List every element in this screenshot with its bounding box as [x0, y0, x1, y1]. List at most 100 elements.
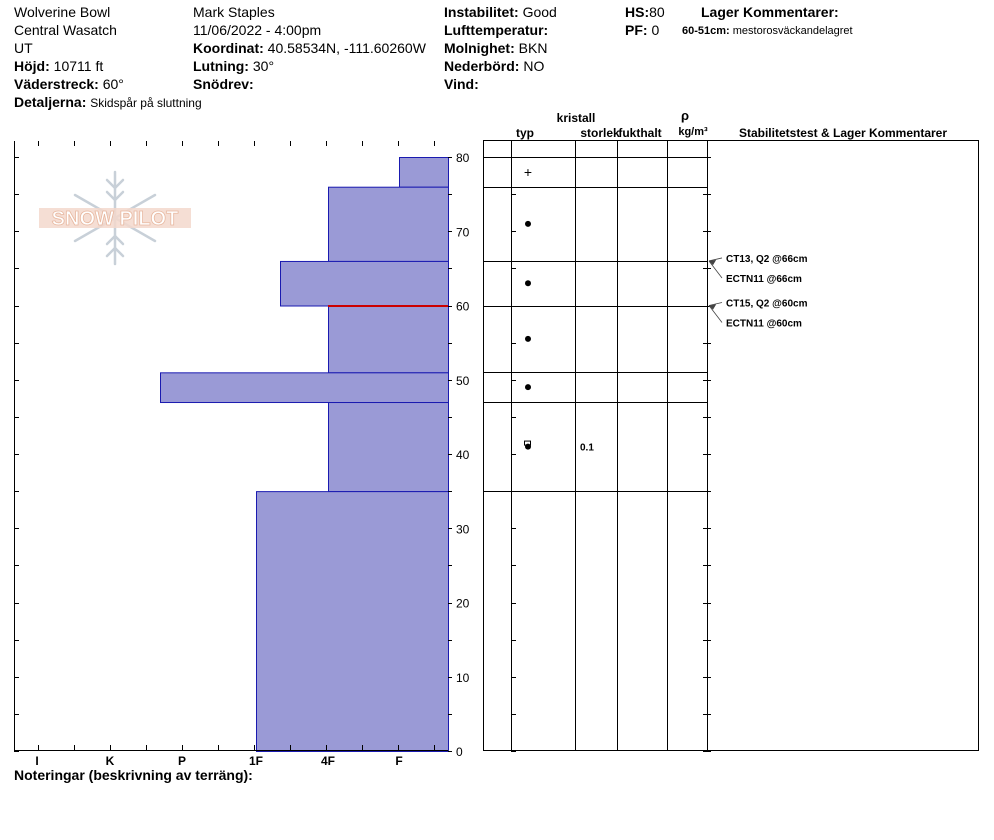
height-tick-label: 10 [456, 671, 470, 685]
test-leader-line [708, 260, 723, 279]
header-density-unit: kg/m³ [678, 126, 708, 138]
height-tick-label: 70 [456, 225, 470, 239]
elevation-row: Höjd: 10711 ft [14, 58, 103, 75]
logo-text: SNOW PILOT [52, 208, 179, 230]
grain-marker-dot [525, 335, 531, 342]
pf-value: 0 [651, 22, 660, 38]
hardness-layer-3 [328, 305, 449, 374]
layer-boundary-lines [483, 157, 708, 492]
state: UT [14, 40, 33, 56]
layer-table-grid [483, 140, 979, 751]
layer-comments-label: Lager Kommentarer: [701, 4, 839, 20]
observer-name: Mark Staples [193, 4, 275, 20]
slope-label: Lutning: [193, 58, 249, 74]
hardness-layer-2 [280, 260, 449, 307]
precip-value: NO [523, 58, 545, 74]
wind-label: Vind: [444, 76, 479, 92]
pf-row: PF: 0 [625, 22, 659, 39]
hardness-label-I: I [35, 754, 38, 768]
snowpilot-logo: SNOW PILOT [39, 170, 191, 266]
details-row: Detaljerna: Skidspår på sluttning [14, 94, 202, 112]
stability-test-label: ECTN11 @66cm [726, 274, 802, 285]
grain-marker-dot [525, 220, 531, 227]
details-label: Detaljerna: [14, 94, 87, 110]
precip-row: Nederbörd: NO [444, 58, 544, 75]
top-edge-ticks [38, 141, 435, 146]
hardness-label-4F: 4F [321, 754, 335, 768]
height-axis: 0 10 20 30 40 50 60 70 80 [448, 151, 470, 759]
wind-row: Vind: [444, 76, 479, 93]
height-tick-label: 20 [456, 597, 470, 611]
airtemp-row: Lufttemperatur: [444, 22, 548, 39]
stability-test-label: CT13, Q2 @66cm [726, 254, 808, 265]
hardness-layer-1 [328, 186, 449, 262]
hardness-axis: I K P 1F 4F F [35, 745, 435, 768]
hardness-layer-0 [399, 157, 449, 188]
hardness-label-P: P [178, 754, 186, 768]
grain-marker-plus: + [524, 164, 532, 180]
height-tick-label: 60 [456, 300, 470, 314]
hardness-layer-5 [328, 402, 449, 493]
arrow-icon [709, 304, 716, 310]
sky-row: Molnighet: BKN [444, 40, 547, 57]
grain-type-markers: +0.1 [524, 164, 594, 454]
aspect-label: Väderstreck: [14, 76, 99, 92]
grain-size-label: 0.1 [580, 443, 594, 454]
details-value: Skidspår på sluttning [90, 96, 202, 110]
hardness-layer-4 [160, 372, 449, 404]
layer-comment-range: 60-51cm: [682, 25, 730, 37]
observation-datetime: 11/06/2022 - 4:00pm [193, 22, 322, 38]
height-tick-label: 30 [456, 522, 470, 536]
height-tick-label: 40 [456, 448, 470, 462]
instability-value: Good [522, 4, 557, 20]
instability-label: Instabilitet: [444, 4, 519, 20]
height-tick-label: 0 [456, 745, 463, 759]
elevation-label: Höjd: [14, 58, 50, 74]
pf-label: PF: [625, 22, 648, 38]
coordinate-label: Koordinat: [193, 40, 264, 56]
coordinate-row: Koordinat: 40.58534N, -111.60260W [193, 40, 426, 57]
grain-marker-dot [525, 384, 531, 391]
drift-row: Snödrev: [193, 76, 254, 93]
arrow-icon [709, 259, 716, 265]
stability-test-label: CT15, Q2 @60cm [726, 299, 808, 310]
aspect-value: 60° [102, 76, 124, 92]
height-tick-label: 80 [456, 151, 470, 165]
left-edge-ticks [14, 157, 19, 752]
stability-test-label: ECTN11 @60cm [726, 319, 802, 330]
stability-tests: CT13, Q2 @66cm ECTN11 @66cm CT15, Q2 @60cm… [708, 254, 808, 330]
location-name: Wolverine Bowl [14, 4, 111, 20]
hs-label: HS: [625, 4, 650, 20]
table-ticks [511, 157, 711, 752]
header-typ: typ [516, 126, 534, 140]
precip-label: Nederbörd: [444, 58, 520, 74]
hardness-label-K: K [106, 754, 115, 768]
hardness-label-1F: 1F [249, 754, 263, 768]
test-leader-line [708, 257, 723, 262]
hardness-chart-frame [14, 141, 448, 751]
sky-label: Molnighet: [444, 40, 515, 56]
hs-row: HS:80 [625, 4, 665, 21]
header-rho: ρ [681, 108, 689, 123]
drift-label: Snödrev: [193, 76, 254, 92]
header-storlek: storlek [580, 126, 620, 140]
hardness-layer-6 [256, 491, 449, 752]
header-fukthalt: fukthalt [618, 126, 661, 140]
header-kristall: kristall [557, 111, 596, 125]
test-leader-line [708, 302, 723, 306]
grain-marker-square [524, 440, 531, 446]
elevation-value: 10711 ft [53, 58, 104, 74]
instability-row: Instabilitet: Good [444, 4, 557, 21]
mountain-range: Central Wasatch [14, 22, 117, 38]
grain-marker-dot [525, 280, 531, 287]
airtemp-label: Lufttemperatur: [444, 22, 549, 38]
hardness-label-F: F [395, 754, 402, 768]
notes-label: Noteringar (beskrivning av terräng): [14, 767, 253, 783]
hardness-layers [160, 157, 449, 752]
header-stability: Stabilitetstest & Lager Kommentarer [739, 126, 947, 140]
slope-value: 30° [252, 58, 275, 74]
hs-value: 80 [649, 4, 665, 20]
sky-value: BKN [518, 40, 548, 56]
layer-comment-row: 60-51cm: mestorosväckandelagret [682, 23, 853, 40]
